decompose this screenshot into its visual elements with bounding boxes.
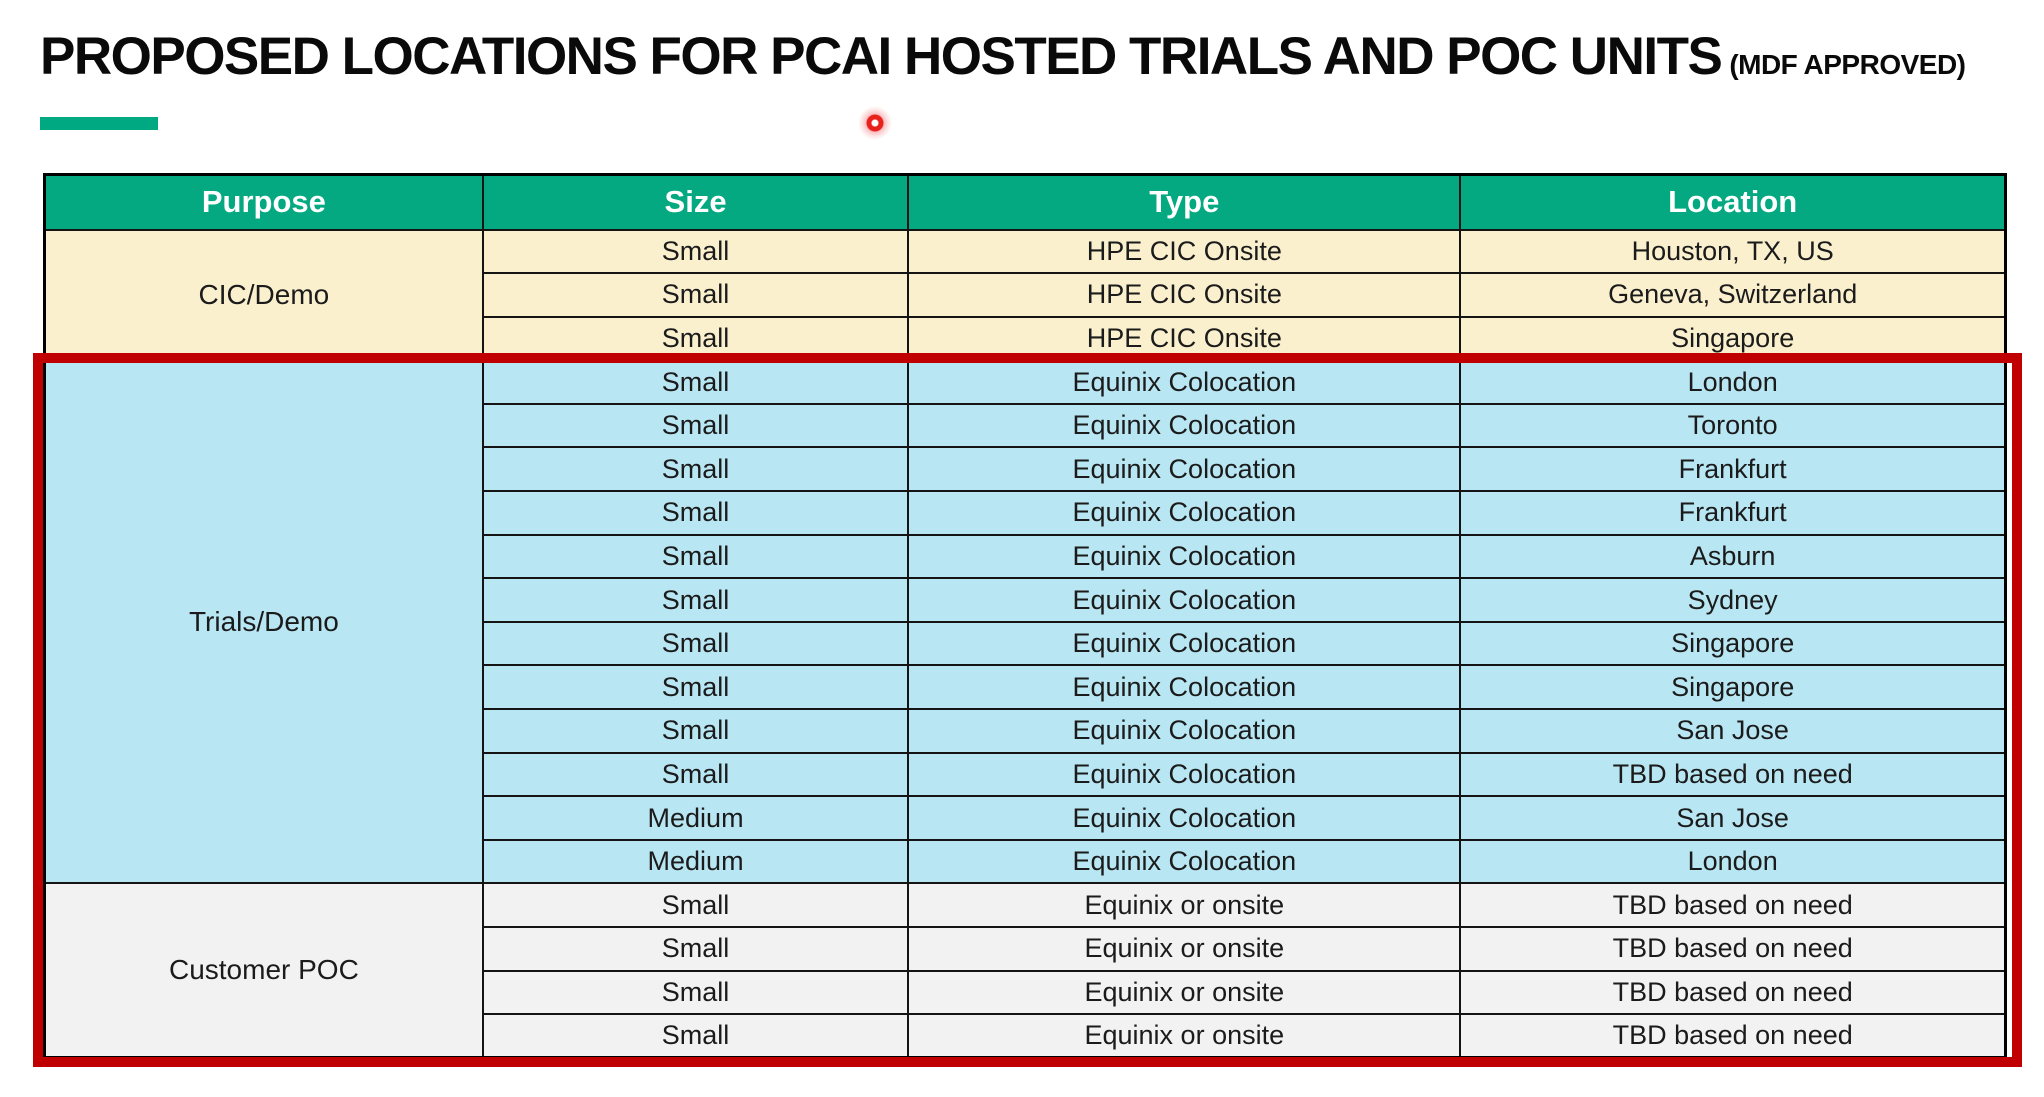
location-cell: TBD based on need — [1459, 882, 2007, 928]
size-cell: Small — [481, 664, 910, 711]
location-cell: TBD based on need — [1459, 1013, 2007, 1059]
location-cell: TBD based on need — [1459, 751, 2007, 798]
type-cell: Equinix Colocation — [907, 577, 1462, 623]
type-cell: HPE CIC Onsite — [907, 315, 1462, 362]
laser-pointer-dot — [858, 106, 892, 140]
size-cell: Small — [481, 533, 910, 580]
location-cell: TBD based on need — [1459, 969, 2007, 1016]
type-cell: Equinix Colocation — [907, 795, 1462, 841]
size-cell: Small — [481, 272, 910, 318]
location-cell: Asburn — [1459, 533, 2007, 580]
location-cell: Frankfurt — [1459, 490, 2007, 536]
page-title-suffix: (MDF APPROVED) — [1729, 49, 1966, 80]
location-cell: London — [1459, 838, 2007, 885]
table-row: Customer POC Small Equinix or onsite TBD ba… — [43, 882, 2007, 1059]
type-cell: Equinix Colocation — [907, 359, 1462, 405]
location-cell: Sydney — [1459, 577, 2007, 623]
size-cell: Medium — [481, 838, 910, 885]
location-cell: Singapore — [1459, 620, 2007, 667]
table-row: Small Equinix Colocation Singapore — [44, 664, 2007, 711]
type-cell: Equinix or onsite — [907, 969, 1462, 1016]
table-row: Small Equinix Colocation Frankfurt — [44, 446, 2007, 493]
location-cell: TBD based on need — [1459, 926, 2007, 972]
type-cell: Equinix Colocation — [907, 708, 1462, 754]
size-cell: Small — [481, 228, 910, 275]
table-body: CIC/Demo Small HPE CIC Onsite Houston, TX, … — [43, 228, 2007, 1059]
table-row: Small Equinix Colocation Asburn — [44, 533, 2007, 580]
table-row: Trials/Demo Small Equinix Colocation London — [43, 359, 2007, 885]
size-cell: Small — [481, 620, 910, 667]
column-header-location: Location — [1459, 173, 2007, 231]
column-header-type: Type — [907, 173, 1462, 231]
column-header-purpose: Purpose — [43, 173, 484, 231]
purpose-cell-customer-poc: Customer POC — [43, 882, 484, 1059]
title-underline-bar — [40, 117, 158, 130]
size-cell: Small — [481, 359, 910, 405]
table-header-row: Purpose Size Type Location — [43, 173, 2007, 231]
size-cell: Small — [481, 402, 910, 449]
size-cell: Medium — [481, 795, 910, 841]
size-cell: Small — [481, 1013, 910, 1059]
page-title-text: PROPOSED LOCATIONS FOR PCAI HOSTED TRIAL… — [40, 27, 1723, 86]
type-cell: Equinix Colocation — [907, 620, 1462, 667]
type-cell: Equinix or onsite — [907, 926, 1462, 972]
table-row: Small HPE CIC Onsite Geneva, Switzerland — [44, 272, 2007, 318]
location-cell: San Jose — [1459, 795, 2007, 841]
type-cell: HPE CIC Onsite — [907, 272, 1462, 318]
location-cell: Houston, TX, US — [1459, 228, 2007, 275]
type-cell: Equinix Colocation — [907, 490, 1462, 536]
column-header-size: Size — [481, 173, 910, 231]
page-title: PROPOSED LOCATIONS FOR PCAI HOSTED TRIAL… — [40, 26, 1966, 87]
table-row: Medium Equinix Colocation London — [44, 838, 2007, 885]
location-cell: Frankfurt — [1459, 446, 2007, 493]
type-cell: HPE CIC Onsite — [907, 228, 1462, 275]
location-cell: Geneva, Switzerland — [1459, 272, 2007, 318]
type-cell: Equinix Colocation — [907, 664, 1462, 711]
size-cell: Small — [481, 490, 910, 536]
table-row: CIC/Demo Small HPE CIC Onsite Houston, TX, … — [43, 228, 2007, 362]
type-cell: Equinix Colocation — [907, 533, 1462, 580]
type-cell: Equinix or onsite — [907, 882, 1462, 928]
location-cell: Singapore — [1459, 664, 2007, 711]
table-row: Small Equinix or onsite TBD based on need — [44, 969, 2007, 1016]
size-cell: Small — [481, 926, 910, 972]
size-cell: Small — [481, 446, 910, 493]
locations-table: Purpose Size Type Location CIC/Demo Small… — [43, 173, 2007, 1060]
location-cell: San Jose — [1459, 708, 2007, 754]
location-cell: London — [1459, 359, 2007, 405]
size-cell: Small — [481, 577, 910, 623]
location-cell: Singapore — [1459, 315, 2007, 362]
location-cell: Toronto — [1459, 402, 2007, 449]
size-cell: Small — [481, 708, 910, 754]
size-cell: Small — [481, 751, 910, 798]
type-cell: Equinix Colocation — [907, 751, 1462, 798]
type-cell: Equinix Colocation — [907, 446, 1462, 493]
purpose-cell-cic-demo: CIC/Demo — [43, 228, 484, 362]
purpose-cell-trials-demo: Trials/Demo — [43, 359, 484, 885]
size-cell: Small — [481, 882, 910, 928]
size-cell: Small — [481, 315, 910, 362]
type-cell: Equinix Colocation — [907, 402, 1462, 449]
type-cell: Equinix Colocation — [907, 838, 1462, 885]
type-cell: Equinix or onsite — [907, 1013, 1462, 1059]
size-cell: Small — [481, 969, 910, 1016]
